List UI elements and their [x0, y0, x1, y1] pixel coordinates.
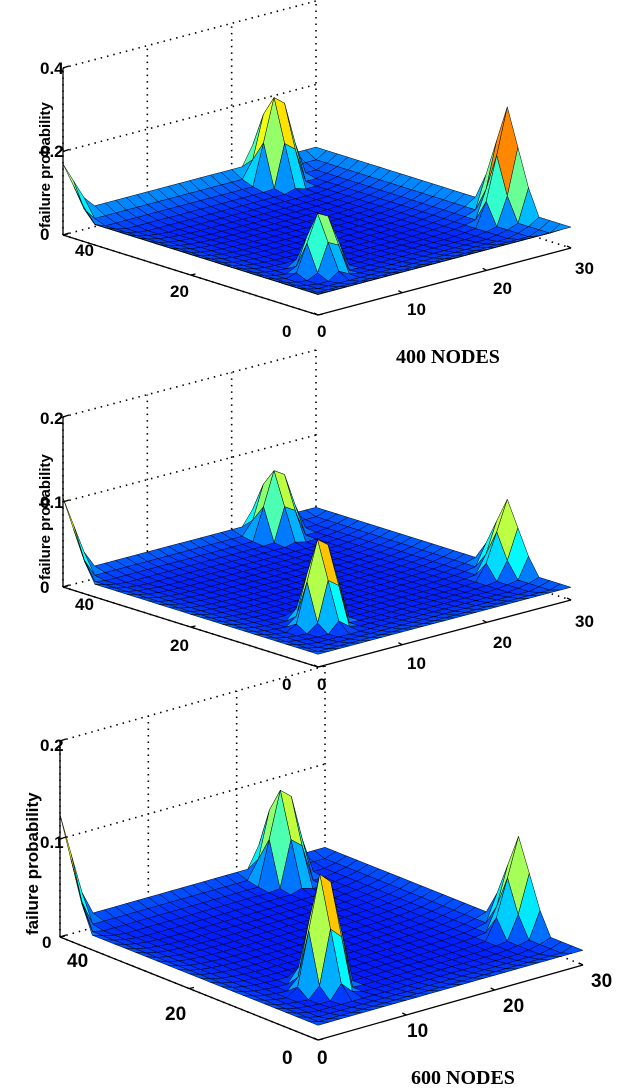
x-tick-mark-2 [482, 267, 487, 271]
z-tick-mark-1 [62, 499, 70, 503]
x-axis-line [317, 247, 572, 316]
x-tick-10: 10 [407, 300, 426, 319]
y-tick-40: 40 [75, 595, 94, 614]
z-tick-mark-2 [59, 738, 67, 742]
z-axis-label: failure probability [23, 792, 42, 935]
z-tick-1: 0.1 [40, 493, 64, 512]
x-axis-line [317, 599, 572, 668]
z-tick-1: 0.1 [40, 833, 64, 852]
z-tick-1: 0.2 [40, 142, 64, 161]
y-tick-mark-0 [317, 1038, 324, 1041]
x-tick-10: 10 [407, 654, 426, 673]
z-tick-mark-2 [62, 414, 70, 418]
z-tick-mark-0 [62, 584, 70, 588]
surface-facet [307, 1020, 330, 1026]
z-tick-0: 0 [42, 933, 51, 952]
y-tick-0: 0 [282, 675, 291, 694]
x-tick-0: 0 [317, 322, 326, 341]
z-axis-label: failure probability [37, 101, 54, 228]
z-tick-2: 0.2 [40, 409, 64, 428]
y-tick-0: 0 [282, 322, 291, 341]
y-tick-40: 40 [75, 241, 94, 260]
z-tick-mark-0 [62, 232, 70, 236]
x-tick-0: 0 [317, 675, 326, 694]
surface-facet [73, 524, 95, 576]
z-tick-mark-1 [59, 836, 67, 840]
x-tick-mark-0 [313, 1037, 319, 1041]
y-tick-mark-1 [190, 273, 196, 276]
y-tick-mark-0 [317, 665, 324, 668]
grid-line-z-1 [59, 763, 326, 840]
x-tick-mark-2 [482, 619, 487, 623]
x-tick-20: 20 [503, 996, 524, 1017]
grid-line-z-1 [62, 83, 317, 153]
z-axis-label: failure probability [37, 453, 54, 580]
x-tick-10: 10 [407, 1021, 428, 1042]
grid-line-z-2 [59, 665, 326, 742]
z-tick-2: 0.2 [40, 736, 64, 755]
grid-line-z-2 [62, 0, 317, 69]
y-tick-20: 20 [165, 1004, 186, 1025]
x-tick-30: 30 [575, 612, 594, 631]
panel-caption: 400 NODES [396, 346, 500, 368]
surface-plot-600-nodes: failure probability 0 0.1 0.2 40 20 0 0 … [23, 665, 612, 1089]
x-tick-20: 20 [493, 279, 512, 298]
surface-plot-middle: failure probability 0 0.1 0.2 40 20 0 0 … [37, 349, 594, 694]
z-tick-mark-2 [62, 65, 70, 69]
x-tick-0: 0 [317, 1048, 328, 1069]
z-tick-0: 0 [40, 578, 49, 597]
y-tick-0: 0 [282, 1048, 293, 1069]
x-tick-mark-0 [313, 664, 319, 668]
z-tick-mark-1 [62, 148, 70, 153]
z-tick-mark-0 [59, 934, 67, 938]
y-tick-20: 20 [170, 282, 189, 301]
surface-facet [307, 650, 329, 655]
x-tick-mark-1 [398, 642, 403, 646]
z-tick-2: 0.4 [40, 59, 64, 78]
surface-facet [307, 290, 329, 295]
y-tick-20: 20 [170, 636, 189, 655]
y-tick-mark-0 [317, 313, 324, 316]
x-tick-30: 30 [591, 971, 612, 992]
x-tick-mark-2 [490, 987, 495, 991]
x-tick-mark-3 [566, 245, 572, 249]
surface-facet [73, 180, 95, 219]
x-tick-30: 30 [575, 259, 594, 278]
grid-line-z-2 [62, 349, 317, 418]
grid-line-z-1 [62, 434, 317, 503]
panel-caption: 600 NODES [411, 1067, 515, 1089]
y-tick-mark-1 [188, 986, 195, 990]
x-tick-mark-0 [313, 312, 319, 316]
y-tick-40: 40 [67, 951, 88, 972]
x-tick-mark-1 [402, 1012, 407, 1016]
x-tick-mark-1 [398, 290, 403, 294]
y-tick-mark-1 [190, 625, 196, 628]
x-axis-line [317, 964, 584, 1041]
x-tick-20: 20 [493, 633, 512, 652]
x-tick-mark-3 [566, 597, 572, 601]
z-tick-0: 0 [40, 225, 49, 244]
surface-plot-400-nodes: failure probability 0 0.2 0.4 40 20 0 0 … [37, 0, 594, 368]
x-tick-mark-3 [578, 962, 584, 966]
